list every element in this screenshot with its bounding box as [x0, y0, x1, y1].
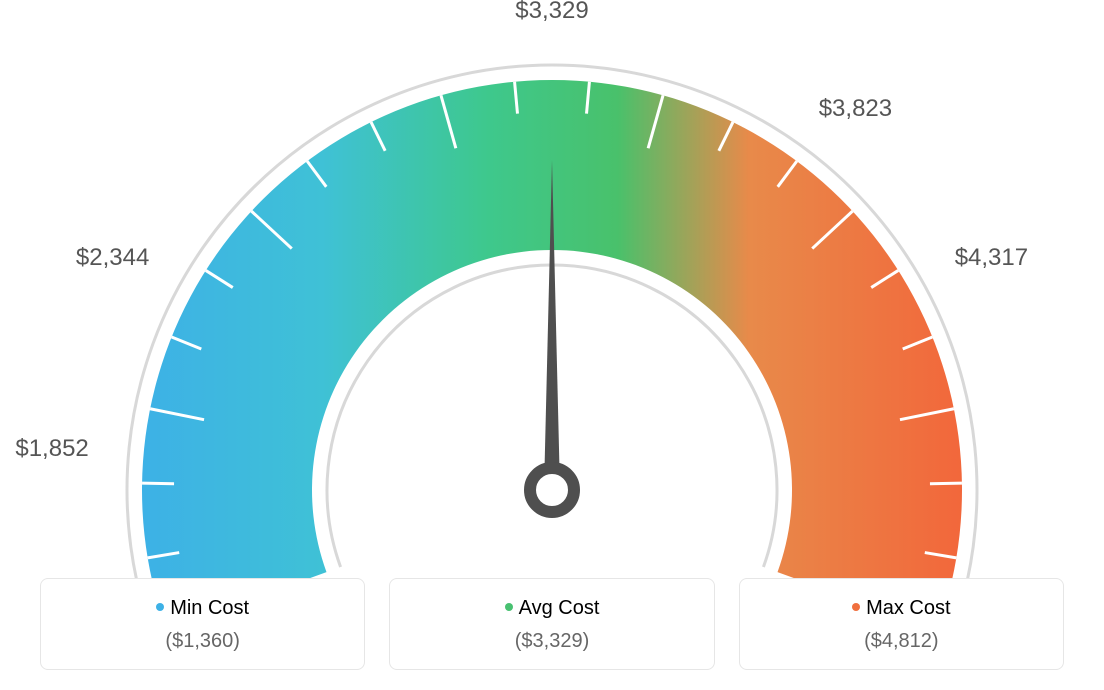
dot-icon [852, 603, 860, 611]
legend-label-min: Min Cost [170, 597, 249, 619]
legend-value-avg: ($3,329) [400, 630, 703, 653]
gauge-tick-label: $4,317 [955, 244, 1028, 272]
gauge-tick-label: $1,852 [15, 435, 88, 463]
dot-icon [156, 603, 164, 611]
legend-title-max: Max Cost [750, 597, 1053, 620]
legend-label-max: Max Cost [866, 597, 950, 619]
legend-value-max: ($4,812) [750, 630, 1053, 653]
dot-icon [505, 603, 513, 611]
gauge-area: $1,360$1,852$2,344$3,329$3,823$4,317$4,8… [0, 0, 1104, 560]
legend-row: Min Cost ($1,360) Avg Cost ($3,329) Max … [40, 578, 1064, 670]
gauge-tick-label: $3,329 [515, 0, 588, 25]
legend-value-min: ($1,360) [51, 630, 354, 653]
gauge-svg [42, 20, 1062, 580]
legend-card-max: Max Cost ($4,812) [739, 578, 1064, 670]
legend-title-min: Min Cost [51, 597, 354, 620]
gauge-tick-label: $2,344 [76, 244, 149, 272]
legend-title-avg: Avg Cost [400, 597, 703, 620]
legend-card-avg: Avg Cost ($3,329) [389, 578, 714, 670]
gauge-tick-label: $3,823 [819, 95, 892, 123]
legend-card-min: Min Cost ($1,360) [40, 578, 365, 670]
legend-label-avg: Avg Cost [519, 597, 600, 619]
cost-gauge-chart: $1,360$1,852$2,344$3,329$3,823$4,317$4,8… [0, 0, 1104, 690]
